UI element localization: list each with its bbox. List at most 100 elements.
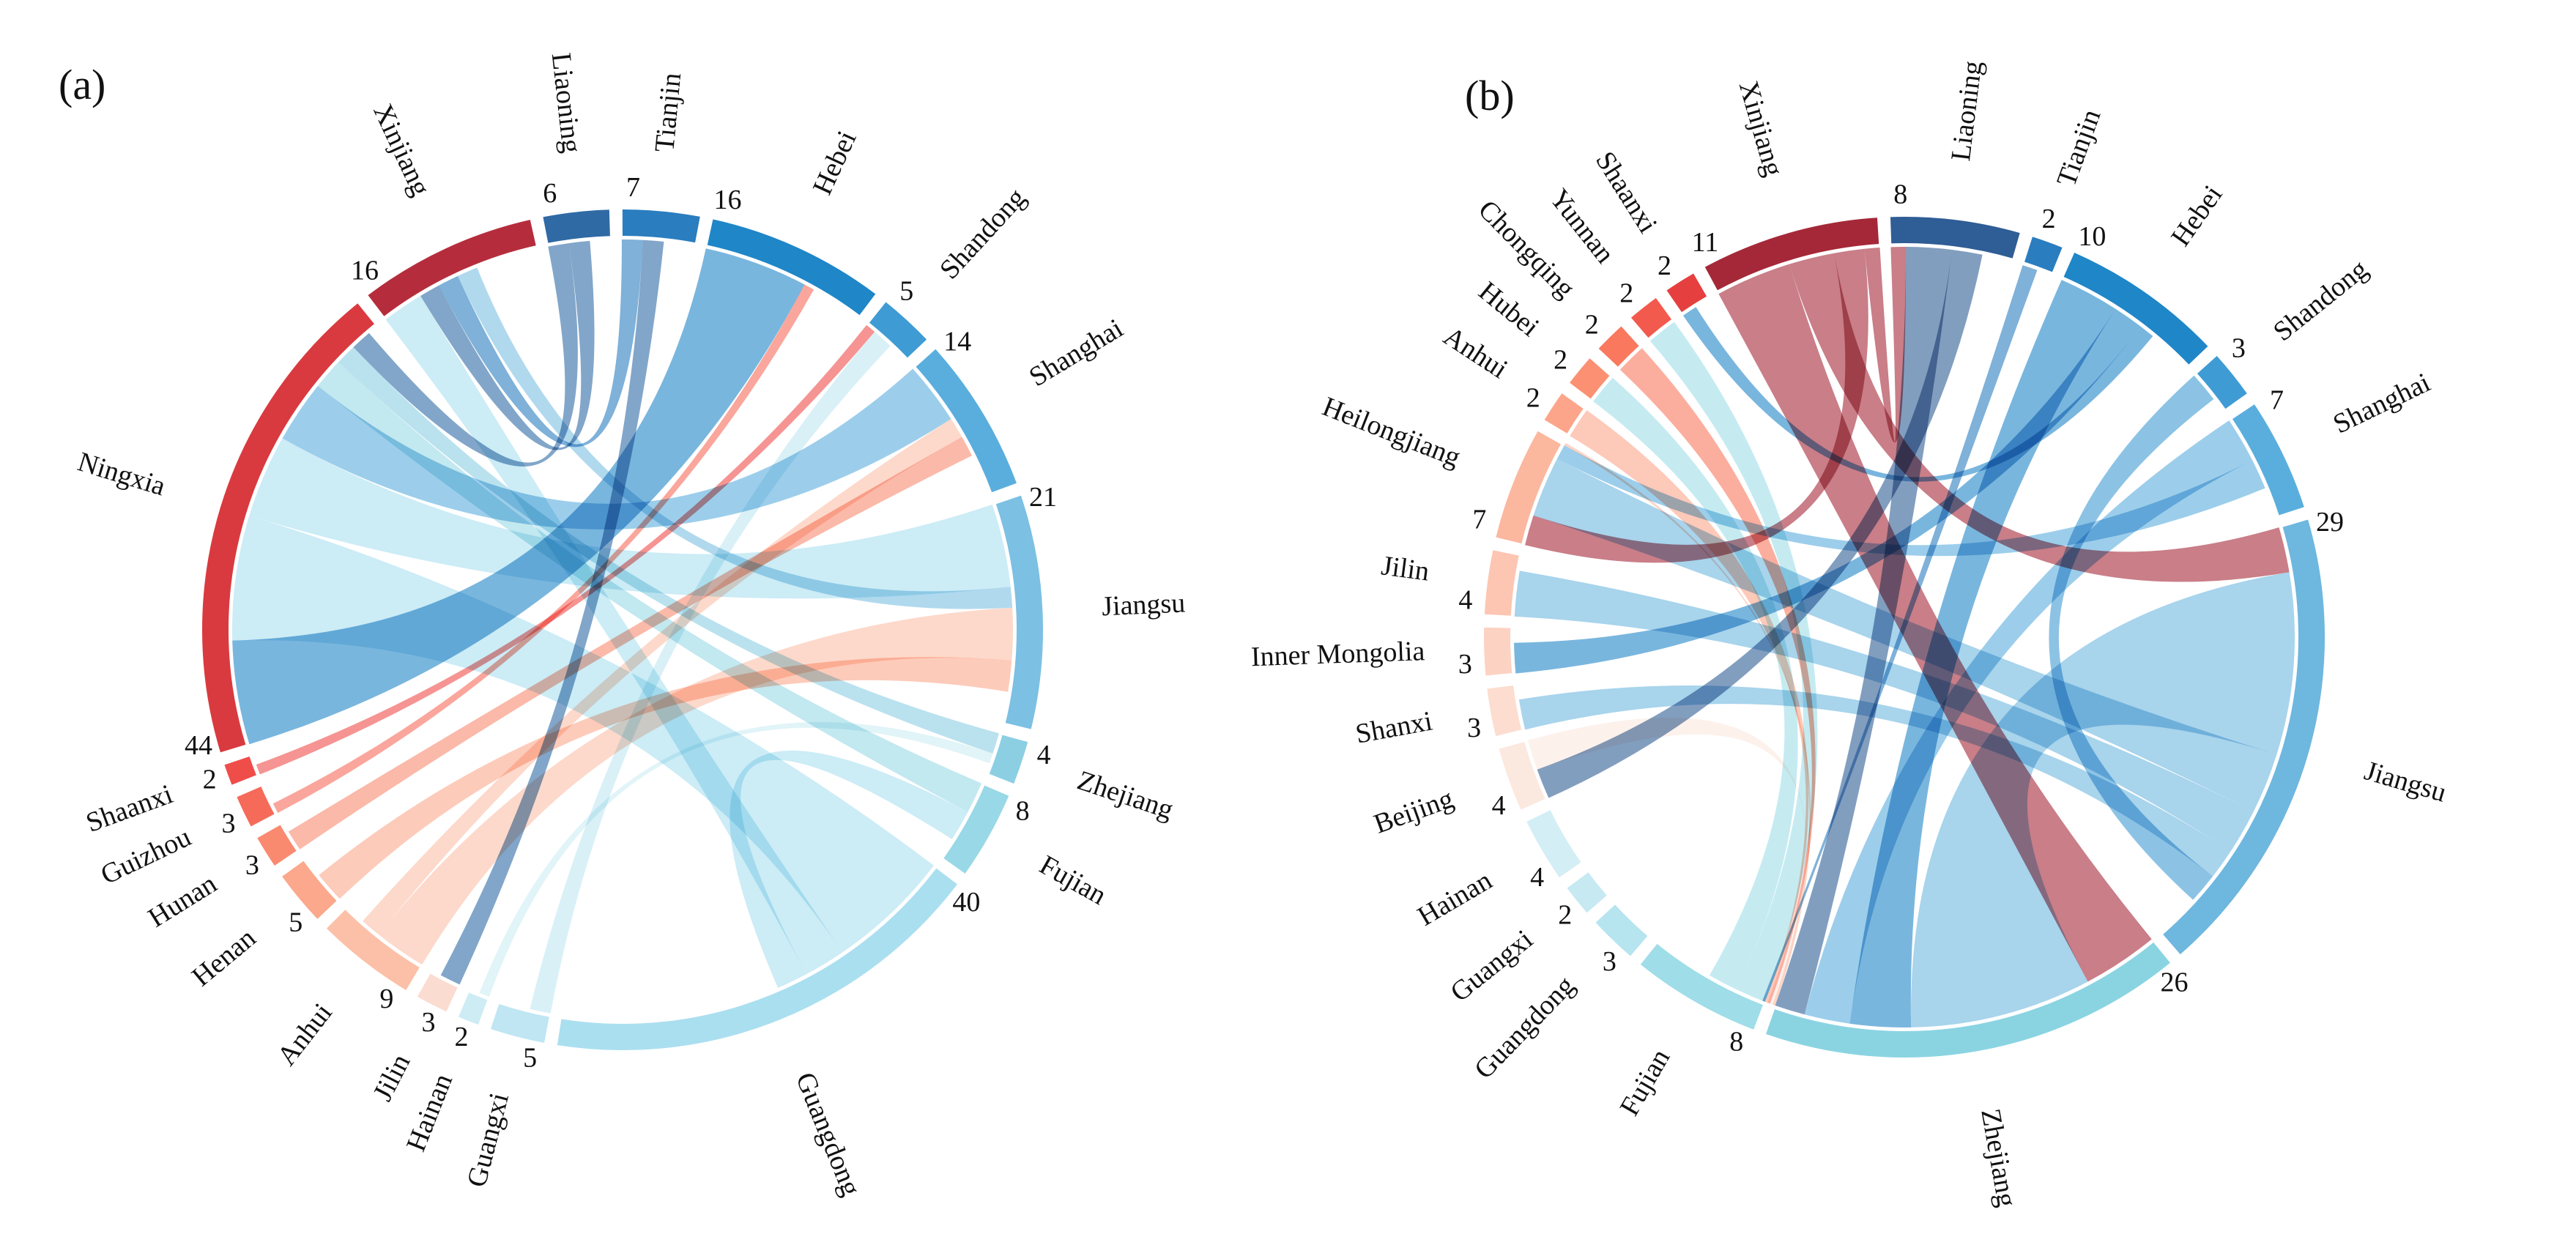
arc-hubei (1567, 356, 1612, 401)
arc-jilin (415, 971, 460, 1014)
region-count-label: 29 (2316, 507, 2344, 538)
arc-heilongjiang (1494, 429, 1563, 546)
region-count-label: 4 (1492, 790, 1506, 821)
ribbon-jilin-tianjin (440, 239, 664, 985)
ribbon-shanghai-zhejiang (1804, 420, 2253, 1024)
arc-tianjin (620, 208, 702, 245)
region-name-label: Hainan (401, 1069, 459, 1155)
arc-guangdong (1593, 902, 1650, 959)
region-name-label: Henan (186, 923, 261, 993)
region-count-label: 26 (2161, 967, 2189, 997)
region-count-label: 2 (1526, 383, 1540, 414)
arc-shanghai (913, 346, 1019, 494)
region-count-label: 14 (943, 326, 971, 357)
ribbon-beijing-zhejiang (1527, 717, 1807, 1005)
ribbon-jiangsu-jilin (1514, 571, 2254, 852)
ribbon-hebei-shaanxi (1682, 307, 2153, 482)
arc-xinjiang (365, 218, 538, 319)
region-name-label: Jilin (367, 1049, 416, 1106)
region-name-label: Guangdong (790, 1069, 866, 1200)
panel-label-b: (b) (1465, 72, 1515, 119)
arc-guangxi (489, 1002, 552, 1045)
region-count-label: 2 (2042, 204, 2056, 234)
region-count-label: 4 (1458, 584, 1472, 615)
region-name-label: Xinjiang (1733, 78, 1789, 179)
region-name-label: Beijing (1370, 783, 1458, 839)
region-count-label: 2 (1558, 900, 1572, 931)
region-name-label: Fujian (1614, 1044, 1677, 1120)
panel-label-a: (a) (59, 61, 105, 108)
arc-henan (280, 858, 339, 921)
region-name-label: Shandong (2268, 253, 2374, 347)
region-name-label: Shanxi (1353, 706, 1434, 750)
region-count-label: 3 (222, 809, 236, 839)
region-count-label: 8 (1016, 795, 1030, 826)
region-name-label: Jilin (1379, 550, 1430, 587)
region-name-label: Hubei (1473, 276, 1545, 343)
arc-hebei (705, 218, 878, 317)
region-count-label: 40 (952, 887, 980, 918)
region-count-label: 3 (1467, 713, 1481, 743)
region-name-label: Hebei (807, 126, 863, 199)
arc-hunan (255, 822, 299, 868)
chord-panel-a: (a) 6 Liaoning 7 Tianjin 16 Hebei 5 Shandong 14 S… (59, 51, 1186, 1200)
ribbon-shandong-jiangsu (2049, 375, 2214, 900)
region-name-label: Guizhou (96, 822, 196, 891)
arc-hainan (1524, 808, 1584, 880)
ribbon-anhui-shanghai (363, 419, 962, 935)
region-name-label: Zhejiang (1975, 1107, 2022, 1209)
region-count-label: 7 (2270, 384, 2284, 415)
ribbon-xinjiang-tianjin (439, 239, 643, 447)
region-count-label: 6 (543, 178, 557, 209)
region-count-label: 7 (1472, 505, 1486, 535)
region-name-label: Liaoning (1945, 59, 1988, 163)
arc-liaoning (1888, 215, 2022, 261)
arc-yunnan (1629, 296, 1674, 340)
region-name-label: Heilongjiang (1318, 391, 1465, 473)
chord-panel-b: (b) 8 Liaoning 2 Tianjin 10 Hebei 3 Shandong 7 Sh… (1250, 59, 2449, 1209)
arc-guizhou (234, 784, 277, 829)
region-name-label: Xinjiang (367, 99, 436, 200)
ribbon-ningxia-hebei (232, 248, 805, 745)
ribbon-xinjiang-guangdong (385, 295, 843, 975)
ribbon-ningxia-liaoning (353, 243, 578, 467)
region-count-label: 9 (379, 984, 393, 1014)
arc-liaoning (541, 208, 612, 245)
arc-fujian (1638, 942, 1765, 1032)
arc-shaanxi (222, 754, 259, 787)
region-count-label: 16 (714, 185, 742, 215)
region-name-label: Jiangsu (1101, 588, 1186, 622)
arc-zhejiang (987, 733, 1030, 786)
region-count-label: 4 (1530, 862, 1544, 893)
ribbon-xinjiang-zhejiang (1718, 264, 2152, 982)
region-name-label: Anhui (1438, 321, 1512, 384)
arc-inner-mongolia (1482, 625, 1514, 677)
arc-hainan (456, 990, 489, 1027)
region-count-label: 5 (523, 1042, 537, 1073)
region-count-label: 8 (1893, 179, 1907, 210)
arc-beijing (1497, 740, 1548, 812)
arc-chongqing (1596, 324, 1641, 369)
ribbon-xinjiang-liaoning (420, 240, 595, 450)
region-count-label: 2 (1585, 310, 1599, 341)
arc-jiangsu (994, 494, 1044, 732)
region-count-label: 7 (626, 172, 640, 203)
arc-ningxia (201, 301, 376, 754)
arc-anhui (1542, 391, 1586, 436)
region-name-label: Ningxia (74, 447, 168, 502)
region-name-label: Inner Mongolia (1250, 636, 1425, 672)
ribbon-anhui-jiangsu (379, 607, 1013, 965)
region-name-label: Guangxi (461, 1090, 515, 1190)
ribbon-xinjiang-jiangsu (457, 267, 1013, 609)
ribbon-ningxia-fujian (317, 362, 982, 812)
region-count-label: 10 (2078, 221, 2106, 252)
region-count-label: 4 (1037, 740, 1051, 770)
ribbon-ningxia-shanghai (282, 368, 951, 529)
region-count-label: 21 (1029, 482, 1057, 513)
ribbon-ningxia-jiangsu (249, 438, 1011, 599)
region-count-label: 3 (421, 1007, 435, 1038)
region-count-label: 11 (1692, 227, 1719, 258)
region-count-label: 2 (1658, 250, 1671, 281)
region-count-label: 3 (1603, 946, 1617, 977)
